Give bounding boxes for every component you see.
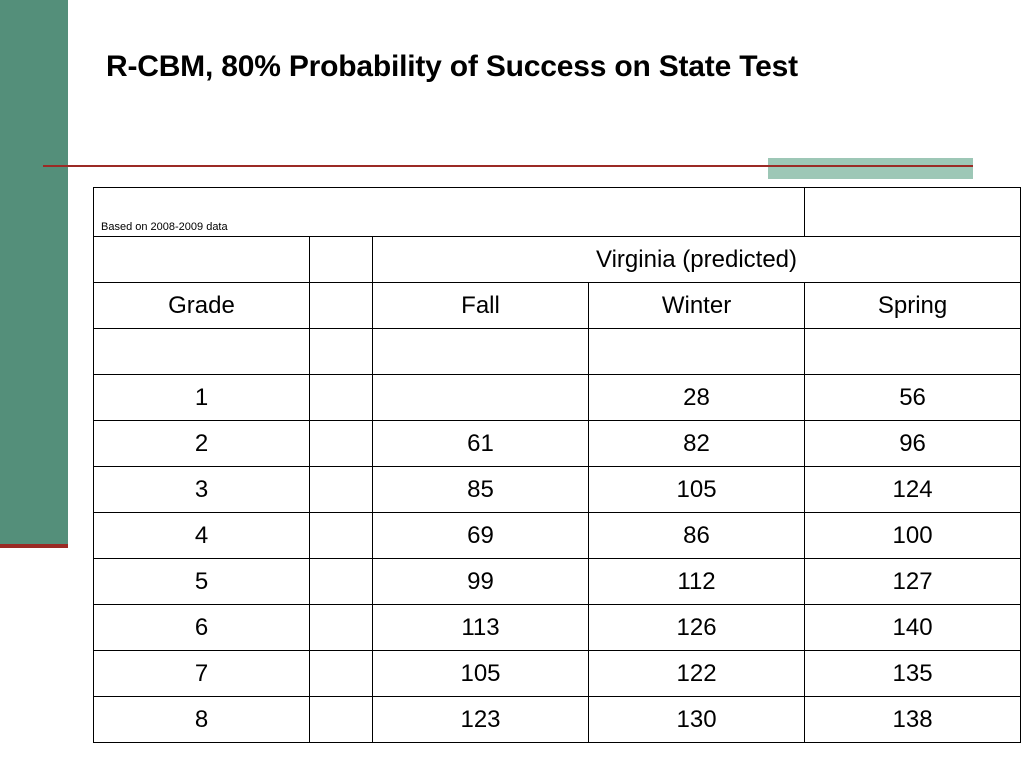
table-note-row: Based on 2008-2009 data bbox=[92, 187, 1022, 237]
winter-cell: 86 bbox=[587, 512, 806, 559]
fall-cell bbox=[372, 374, 589, 421]
fall-cell: 99 bbox=[372, 558, 589, 605]
cbm-table: Based on 2008-2009 data Virginia (predic… bbox=[92, 187, 1022, 743]
column-header-blank bbox=[309, 282, 373, 329]
sidebar-rule bbox=[0, 544, 68, 548]
column-header-fall: Fall bbox=[372, 282, 589, 329]
spring-cell bbox=[804, 328, 1022, 375]
grade-cell: 8 bbox=[93, 696, 310, 743]
table-cell bbox=[309, 328, 373, 375]
winter-cell: 105 bbox=[587, 466, 806, 513]
winter-cell: 28 bbox=[587, 374, 806, 421]
column-header-grade: Grade bbox=[93, 282, 310, 329]
winter-cell: 130 bbox=[587, 696, 806, 743]
table-row: 7 105 122 135 bbox=[93, 650, 1022, 697]
table-row: 4 69 86 100 bbox=[93, 512, 1022, 559]
table-cell bbox=[309, 236, 373, 283]
winter-cell bbox=[587, 328, 806, 375]
fall-cell: 61 bbox=[372, 420, 589, 467]
slide-title: R-CBM, 80% Probability of Success on Sta… bbox=[106, 50, 798, 83]
grade-cell: 7 bbox=[93, 650, 310, 697]
table-row: 3 85 105 124 bbox=[93, 466, 1022, 513]
grade-cell: 2 bbox=[93, 420, 310, 467]
spring-cell: 135 bbox=[804, 650, 1022, 697]
table-cell bbox=[309, 512, 373, 559]
table-row: 6 113 126 140 bbox=[93, 604, 1022, 651]
title-rule bbox=[43, 165, 973, 167]
column-header-spring: Spring bbox=[804, 282, 1022, 329]
table-cell bbox=[309, 650, 373, 697]
table-row: 5 99 112 127 bbox=[93, 558, 1022, 605]
data-source-note: Based on 2008-2009 data bbox=[92, 187, 806, 237]
winter-cell: 82 bbox=[587, 420, 806, 467]
table-cell bbox=[309, 558, 373, 605]
column-header-winter: Winter bbox=[587, 282, 806, 329]
group-header: Virginia (predicted) bbox=[371, 236, 1022, 283]
grade-cell: 5 bbox=[93, 558, 310, 605]
table-cell bbox=[309, 604, 373, 651]
winter-cell: 122 bbox=[587, 650, 806, 697]
table-row: 1 28 56 bbox=[93, 374, 1022, 421]
table-cell bbox=[309, 374, 373, 421]
grade-cell: 1 bbox=[93, 374, 310, 421]
spring-cell: 127 bbox=[804, 558, 1022, 605]
table-cell bbox=[804, 187, 1022, 237]
fall-cell: 69 bbox=[372, 512, 589, 559]
grade-cell: 3 bbox=[93, 466, 310, 513]
spring-cell: 56 bbox=[804, 374, 1022, 421]
table-cell bbox=[93, 236, 310, 283]
table-group-header-row: Virginia (predicted) bbox=[93, 236, 1022, 283]
table-row bbox=[93, 328, 1022, 375]
winter-cell: 126 bbox=[587, 604, 806, 651]
table-header-row: Grade Fall Winter Spring bbox=[93, 282, 1022, 329]
winter-cell: 112 bbox=[587, 558, 806, 605]
spring-cell: 96 bbox=[804, 420, 1022, 467]
fall-cell: 105 bbox=[372, 650, 589, 697]
table-row: 2 61 82 96 bbox=[93, 420, 1022, 467]
spring-cell: 138 bbox=[804, 696, 1022, 743]
fall-cell: 85 bbox=[372, 466, 589, 513]
grade-cell: 4 bbox=[93, 512, 310, 559]
title-rule-accent bbox=[768, 158, 973, 179]
spring-cell: 124 bbox=[804, 466, 1022, 513]
spring-cell: 140 bbox=[804, 604, 1022, 651]
table-row: 8 123 130 138 bbox=[93, 696, 1022, 743]
table-cell bbox=[309, 420, 373, 467]
fall-cell: 113 bbox=[372, 604, 589, 651]
left-sidebar-bar bbox=[0, 0, 68, 546]
spring-cell: 100 bbox=[804, 512, 1022, 559]
grade-cell bbox=[93, 328, 310, 375]
grade-cell: 6 bbox=[93, 604, 310, 651]
table-cell bbox=[309, 466, 373, 513]
table-cell bbox=[309, 696, 373, 743]
fall-cell bbox=[372, 328, 589, 375]
fall-cell: 123 bbox=[372, 696, 589, 743]
